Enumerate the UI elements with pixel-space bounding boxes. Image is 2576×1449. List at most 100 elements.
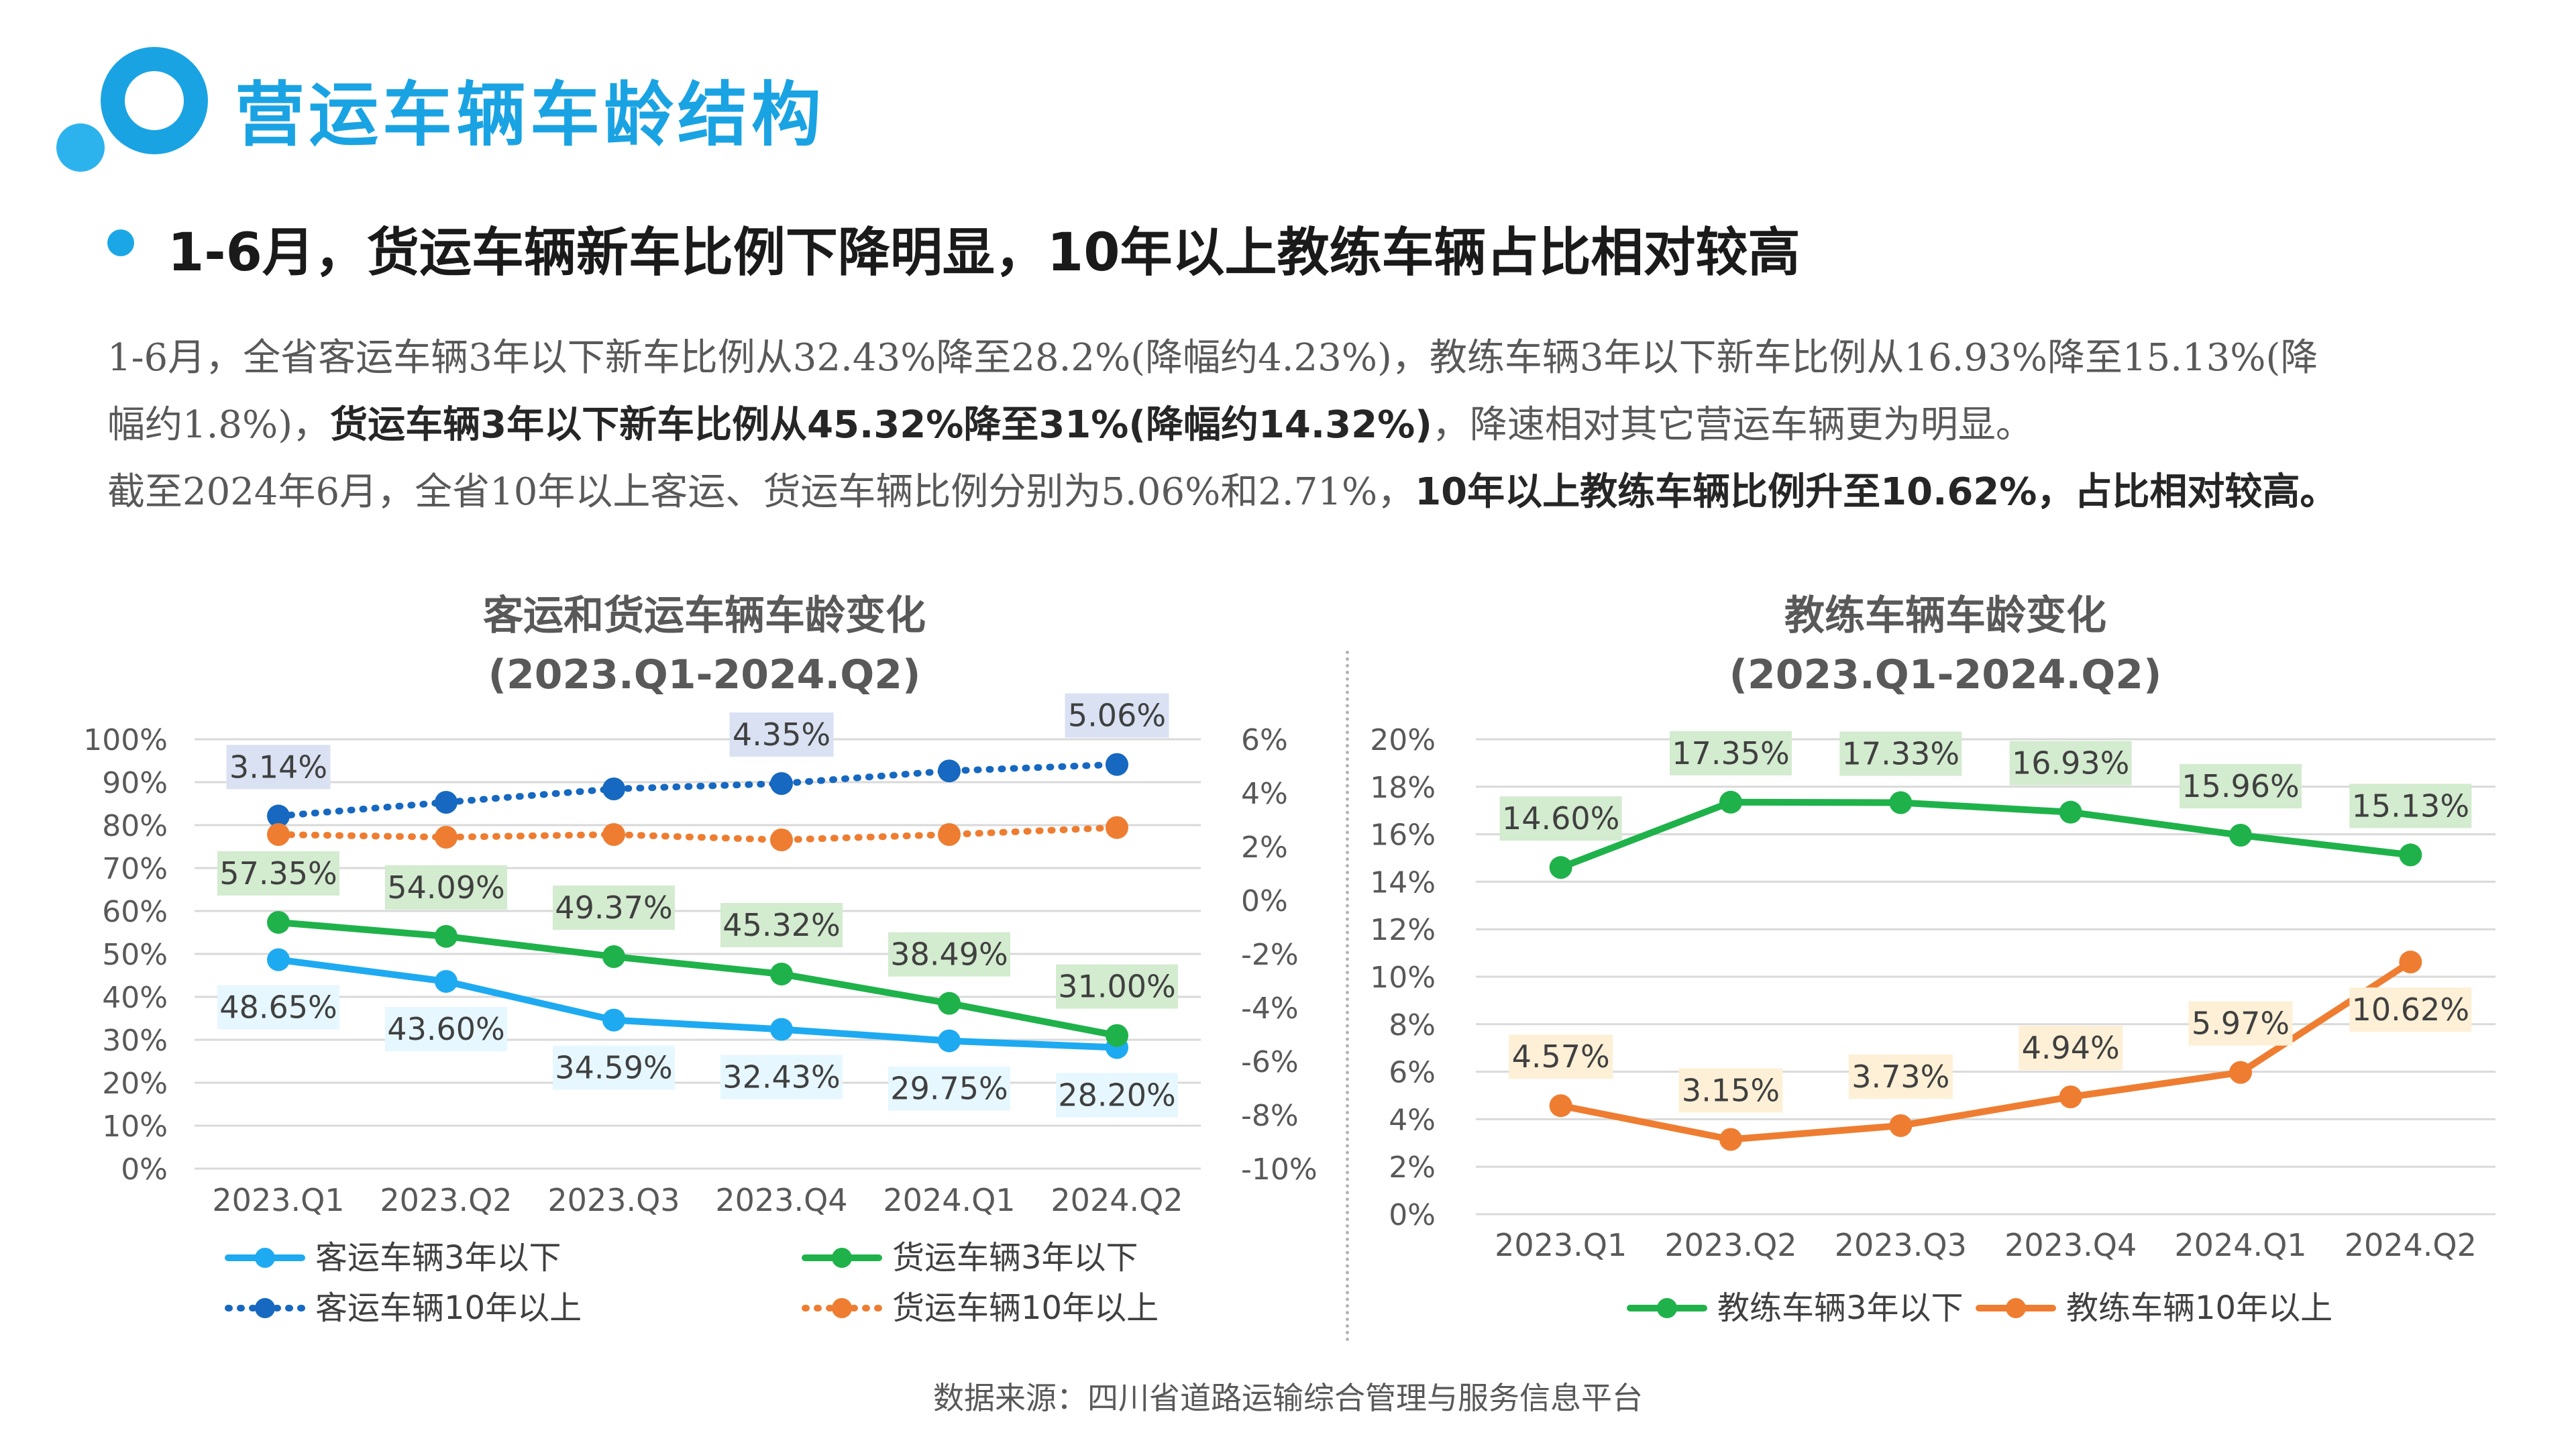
x-tick-label: 2024.Q1 — [2174, 1227, 2306, 1263]
data-point — [1889, 791, 1913, 814]
x-tick-label: 2024.Q1 — [883, 1182, 1015, 1218]
data-label: 17.33% — [1842, 736, 1960, 772]
legend-marker — [1657, 1298, 1677, 1318]
paragraph-2-text: 截至2024年6月，全省10年以上客运、货运车辆比例分别为5.06%和2.71%… — [107, 470, 1415, 514]
y2-tick-label: 2% — [1241, 830, 1288, 865]
x-tick-label: 2024.Q2 — [2345, 1227, 2477, 1263]
series-line-2 — [275, 918, 1120, 1039]
paragraph-line-3: 截至2024年6月，全省10年以上客运、货运车辆比例分别为5.06%和2.71%… — [107, 459, 2522, 526]
legend-label: 客运车辆10年以上 — [315, 1289, 582, 1327]
data-point — [1549, 856, 1572, 879]
data-label-bg — [217, 985, 339, 1030]
data-label: 3.15% — [1682, 1072, 1780, 1108]
x-tick-label: 2023.Q4 — [2004, 1227, 2137, 1263]
data-label-bg — [1670, 731, 1792, 775]
x-tick-label: 2023.Q3 — [1835, 1227, 1967, 1263]
data-label-bg — [2349, 784, 2472, 828]
data-label-bg — [1839, 731, 1962, 776]
data-label: 4.57% — [1512, 1038, 1610, 1075]
data-label-bg — [2019, 1026, 2123, 1071]
series-line-3 — [275, 761, 1120, 820]
data-label: 4.35% — [733, 716, 830, 753]
series-line-1 — [1557, 798, 2414, 871]
data-label-bg — [1678, 1068, 1783, 1113]
data-point — [770, 962, 793, 985]
data-label-bg — [1056, 964, 1178, 1009]
y-tick-label: 18% — [1370, 771, 1436, 805]
paragraph-1-bold: 货运车辆3年以下新车比例从45.32%降至31%(降幅约14.32%) — [330, 403, 1432, 447]
legend-marker — [2006, 1298, 2026, 1318]
legend-marker — [255, 1248, 275, 1268]
y-tick-label: 40% — [102, 981, 168, 1015]
data-label-bg — [217, 851, 339, 896]
data-label: 34.59% — [555, 1050, 672, 1086]
y2-tick-label: -4% — [1241, 991, 1299, 1026]
data-label: 15.13% — [2352, 788, 2469, 824]
data-label-bg — [1065, 693, 1169, 738]
data-label: 10.62% — [2352, 991, 2469, 1028]
data-point — [2399, 843, 2422, 867]
data-label: 54.09% — [387, 869, 504, 906]
data-label-bg — [1499, 796, 1622, 841]
x-tick-label: 2023.Q1 — [1495, 1227, 1627, 1263]
data-label-bg — [553, 1045, 675, 1090]
y2-tick-label: -6% — [1241, 1045, 1299, 1079]
y-tick-label: 0% — [1389, 1198, 1436, 1232]
legend-marker — [832, 1248, 852, 1268]
data-label-bg — [2349, 987, 2472, 1032]
data-label: 32.43% — [722, 1059, 840, 1095]
data-label-bg — [553, 885, 675, 930]
y2-tick-label: -10% — [1241, 1152, 1318, 1187]
y-tick-label: 8% — [1389, 1008, 1436, 1042]
y-tick-label: 100% — [83, 723, 168, 757]
legend-label: 教练车辆10年以上 — [2066, 1289, 2332, 1327]
data-point — [2059, 800, 2082, 824]
page-title: 营运车辆车龄结构 — [235, 74, 826, 156]
legend-label: 货运车辆10年以上 — [892, 1289, 1159, 1327]
data-label: 15.96% — [2182, 768, 2299, 804]
data-point — [2229, 1061, 2252, 1084]
y-tick-label: 2% — [1389, 1150, 1436, 1185]
data-label-bg — [226, 745, 331, 790]
data-point — [435, 826, 458, 849]
y-tick-label: 4% — [1389, 1103, 1436, 1137]
data-label: 3.73% — [1851, 1059, 1949, 1095]
data-point — [2229, 824, 2252, 847]
data-label: 5.97% — [2192, 1006, 2290, 1042]
y2-tick-label: -2% — [1241, 938, 1299, 972]
data-point — [770, 828, 793, 851]
y-tick-label: 20% — [1370, 723, 1436, 757]
paragraph-line-2: 幅约1.8%)，货运车辆3年以下新车比例从45.32%降至31%(降幅约14.3… — [107, 392, 2522, 459]
y-tick-label: 50% — [102, 938, 168, 972]
y2-tick-label: -8% — [1241, 1099, 1299, 1133]
y-tick-label: 20% — [102, 1067, 168, 1101]
data-point — [267, 910, 290, 934]
data-point — [267, 948, 290, 971]
chart-title: 客运和货运车辆车龄变化 — [483, 592, 926, 639]
x-tick-label: 2023.Q4 — [715, 1182, 847, 1218]
data-label: 38.49% — [890, 936, 1008, 973]
y-tick-label: 70% — [102, 852, 168, 886]
brand-logo-icon — [56, 47, 208, 172]
paragraph-1-tail: ，降速相对其它营运车辆更为明显。 — [1432, 403, 2033, 447]
data-label-bg — [888, 1066, 1010, 1111]
x-tick-label: 2023.Q1 — [212, 1182, 344, 1218]
chart-subtitle: (2023.Q1-2024.Q2) — [1729, 651, 2162, 698]
data-label: 17.35% — [1672, 735, 1789, 771]
data-point — [2399, 951, 2422, 974]
chart-subtitle: (2023.Q1-2024.Q2) — [488, 651, 921, 698]
series-line-1 — [275, 956, 1120, 1051]
chart-title: 教练车辆车龄变化 — [1784, 592, 2106, 639]
y2-tick-label: 4% — [1241, 777, 1288, 811]
data-point — [1106, 1024, 1128, 1047]
data-source: 数据来源：四川省道路运输综合管理与服务信息平台 — [933, 1380, 1643, 1416]
headline: 1-6月，货运车辆新车比例下降明显，10年以上教练车辆占比相对较高 — [168, 223, 1801, 283]
y-tick-label: 90% — [102, 766, 168, 800]
data-label: 28.20% — [1058, 1077, 1175, 1114]
data-point — [267, 804, 290, 828]
data-label: 48.65% — [219, 989, 337, 1026]
data-point — [1719, 1128, 1742, 1151]
bullet-dot-icon — [107, 229, 134, 256]
data-point — [938, 991, 961, 1015]
data-point — [435, 924, 458, 948]
